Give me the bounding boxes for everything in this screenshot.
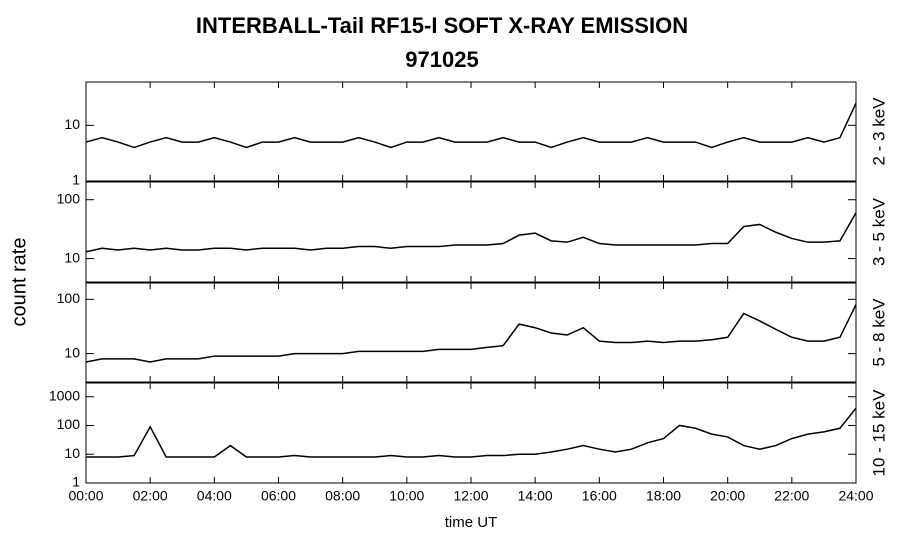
data-line [86, 407, 857, 458]
y-tick-label: 10 [64, 249, 80, 265]
x-tick-label: 14:00 [518, 488, 553, 504]
y-tick-label: 1 [72, 474, 80, 490]
x-tick-label: 00:00 [68, 488, 103, 504]
y-tick-label: 100 [57, 190, 81, 206]
panel-frame [85, 81, 857, 182]
x-tick-label: 22:00 [774, 488, 809, 504]
x-axis-label: time UT [445, 514, 498, 531]
band-label: 2 - 3 keV [869, 97, 888, 166]
y-tick-label: 100 [57, 290, 81, 306]
y-axis-label: count rate [8, 238, 30, 327]
band-label: 3 - 5 keV [869, 197, 888, 266]
y-tick-label: 100 [57, 416, 81, 432]
data-line [85, 212, 857, 253]
chart-subtitle: 971025 [405, 47, 478, 72]
y-tick-label: 1 [72, 172, 80, 188]
data-line [85, 304, 857, 363]
x-tick-label: 10:00 [389, 488, 424, 504]
data-line [85, 102, 857, 149]
y-tick-label: 1000 [49, 387, 80, 403]
band-label: 10 - 15 keV [869, 389, 888, 477]
x-tick-label: 24:00 [838, 488, 873, 504]
y-tick-label: 10 [64, 445, 80, 461]
x-tick-label: 12:00 [453, 488, 488, 504]
x-tick-label: 04:00 [197, 488, 232, 504]
x-tick-label: 08:00 [325, 488, 360, 504]
chart-title: INTERBALL-Tail RF15-I SOFT X-RAY EMISSIO… [196, 13, 688, 38]
x-tick-label: 20:00 [710, 488, 745, 504]
x-tick-label: 06:00 [261, 488, 296, 504]
y-tick-label: 10 [64, 344, 80, 360]
panel-frame [85, 181, 857, 283]
panel-frame [85, 282, 857, 383]
x-tick-label: 16:00 [582, 488, 617, 504]
x-tick-label: 02:00 [133, 488, 168, 504]
y-tick-label: 10 [64, 116, 80, 132]
panel-frame [85, 382, 857, 484]
band-label: 5 - 8 keV [869, 298, 888, 367]
x-tick-label: 18:00 [646, 488, 681, 504]
